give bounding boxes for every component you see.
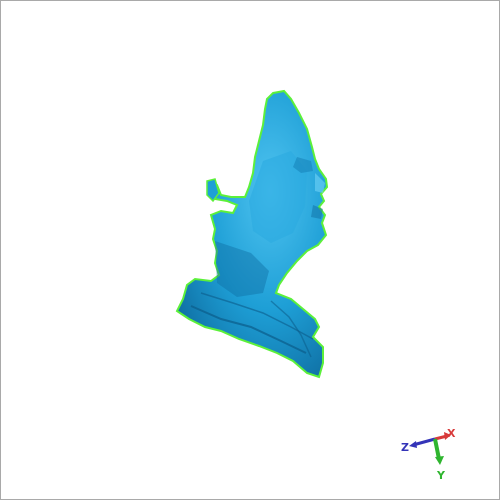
z-axis-line <box>412 437 436 447</box>
clothing-fold-1 <box>190 305 307 354</box>
eye-socket-shade <box>293 157 313 173</box>
cheek-shade <box>249 151 307 243</box>
ear-fragment <box>206 178 220 203</box>
z-axis-arrow <box>409 441 417 448</box>
y-axis-line <box>433 438 441 460</box>
clothing-fold-3 <box>270 300 312 358</box>
x-axis-arrow <box>444 432 451 440</box>
y-axis-label: Y <box>436 469 446 482</box>
nose-highlight <box>315 173 325 193</box>
lip-shade <box>311 205 323 219</box>
neck-shade <box>215 241 269 297</box>
z-axis-label: Z <box>401 441 409 454</box>
y-axis-arrow <box>435 456 444 465</box>
x-axis-label: X <box>447 427 456 440</box>
axis-orientation-gizmo: Z X Y <box>401 427 456 482</box>
